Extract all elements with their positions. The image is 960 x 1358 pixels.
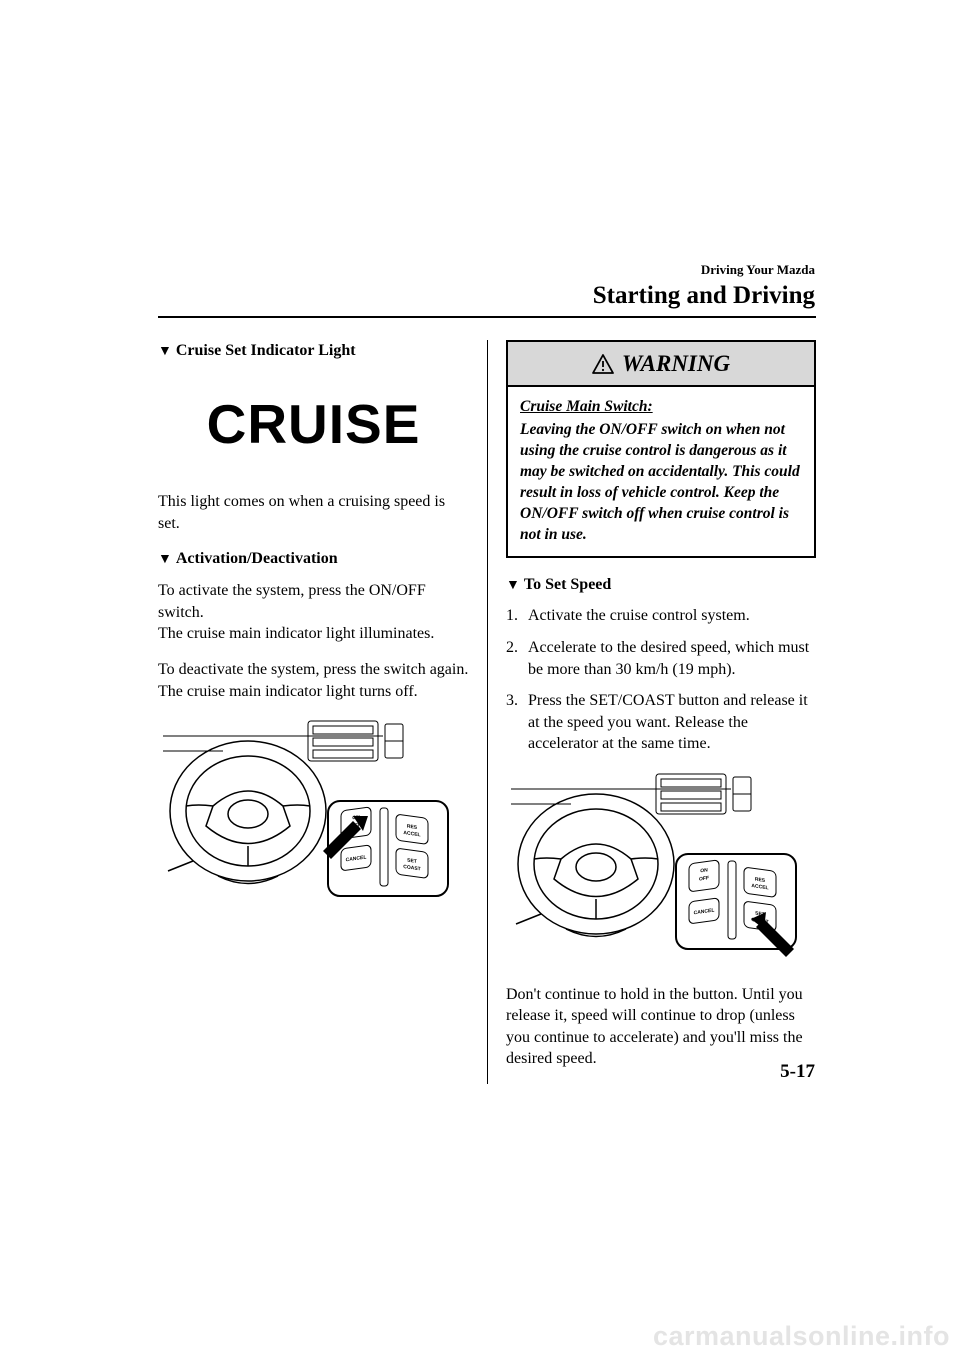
page-header: Driving Your Mazda Starting and Driving: [593, 262, 815, 310]
warning-title-bar: WARNING: [508, 342, 814, 387]
paragraph: This light comes on when a cruising spee…: [158, 491, 469, 534]
warning-body: Cruise Main Switch: Leaving the ON/OFF s…: [508, 387, 814, 555]
watermark: carmanualsonline.info: [653, 1321, 950, 1352]
header-rule: [158, 316, 816, 318]
triangle-bullet-icon: ▼: [158, 551, 172, 570]
list-item: Accelerate to the desired speed, which m…: [506, 637, 816, 680]
text-line: To deactivate the system, press the swit…: [158, 661, 468, 678]
steps-list: Activate the cruise control system. Acce…: [506, 605, 816, 755]
right-column: WARNING Cruise Main Switch: Leaving the …: [487, 340, 816, 1084]
chapter-name: Driving Your Mazda: [593, 262, 815, 278]
warning-text: Leaving the ON/OFF switch on when not us…: [520, 421, 800, 543]
page-number: 5-17: [780, 1061, 815, 1083]
subhead-text: Cruise Set Indicator Light: [176, 342, 356, 359]
cruise-indicator-graphic: CRUISE: [158, 387, 469, 461]
warning-label: WARNING: [622, 348, 730, 379]
text-line: To activate the system, press the ON/OFF…: [158, 582, 426, 621]
subhead-activation: ▼Activation/Deactivation: [158, 548, 469, 570]
manual-page: Driving Your Mazda Starting and Driving …: [0, 0, 960, 1358]
figure-steering-wheel-setcoast: ON OFF CANCEL RES ACCEL SET COAS: [506, 769, 816, 966]
warning-triangle-icon: [592, 354, 614, 374]
triangle-bullet-icon: ▼: [158, 343, 172, 362]
section-name: Starting and Driving: [593, 282, 815, 310]
paragraph: To activate the system, press the ON/OFF…: [158, 580, 469, 645]
text-line: The cruise main indicator light illumina…: [158, 625, 434, 642]
text-line: The cruise main indicator light turns of…: [158, 683, 418, 700]
list-item: Press the SET/COAST button and release i…: [506, 690, 816, 755]
paragraph: Don't continue to hold in the button. Un…: [506, 984, 816, 1070]
subhead-cruise-light: ▼Cruise Set Indicator Light: [158, 340, 469, 362]
figure-steering-wheel-onoff: ON OFF CANCEL RES ACCEL: [158, 716, 469, 913]
left-column: ▼Cruise Set Indicator Light CRUISE This …: [158, 340, 487, 1084]
content-columns: ▼Cruise Set Indicator Light CRUISE This …: [158, 340, 816, 1084]
triangle-bullet-icon: ▼: [506, 577, 520, 596]
subhead-set-speed: ▼To Set Speed: [506, 574, 816, 596]
list-item: Activate the cruise control system.: [506, 605, 816, 627]
warning-subtitle: Cruise Main Switch:: [520, 397, 802, 418]
warning-box: WARNING Cruise Main Switch: Leaving the …: [506, 340, 816, 558]
subhead-text: To Set Speed: [524, 576, 611, 593]
btn-on-label: ON: [700, 867, 708, 874]
subhead-text: Activation/Deactivation: [176, 550, 338, 567]
paragraph: To deactivate the system, press the swit…: [158, 659, 469, 702]
